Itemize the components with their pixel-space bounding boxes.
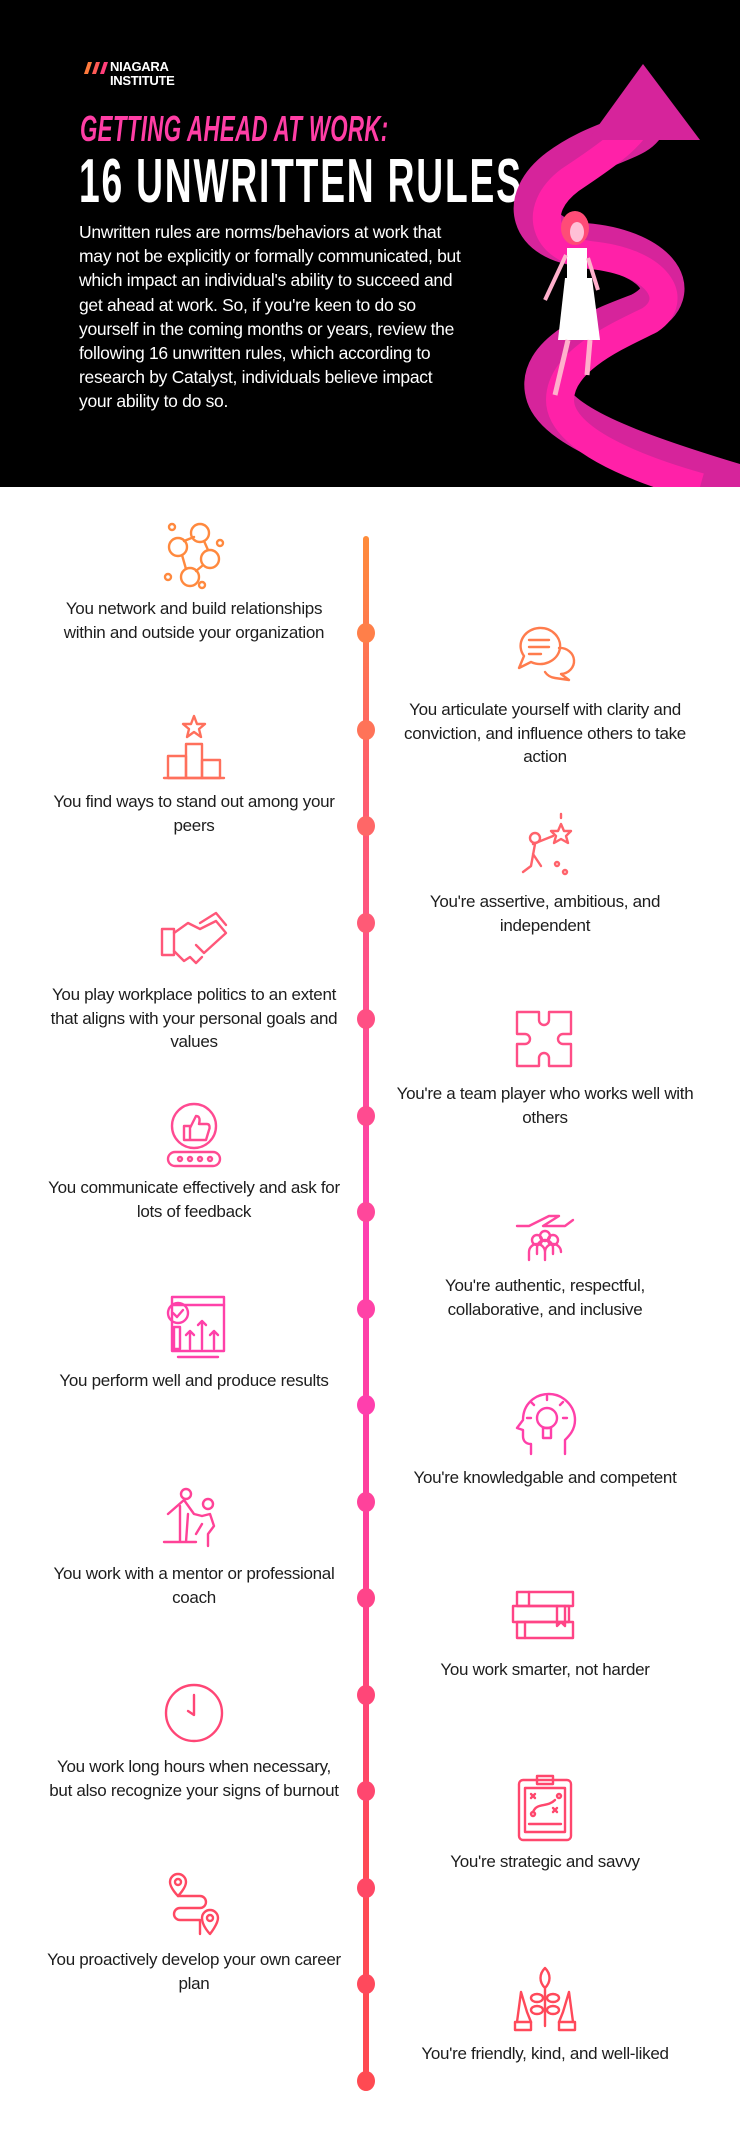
intro-paragraph: Unwritten rules are norms/behaviors at w…: [79, 222, 461, 412]
woman-climbing-figure: [543, 211, 600, 396]
head-lightbulb-icon: [515, 1392, 577, 1456]
rule-text: You're assertive, ambitious, and indepen…: [429, 892, 661, 935]
rule-text: You work with a mentor or professional c…: [53, 1564, 335, 1607]
timeline-dot: [357, 1781, 375, 1801]
rule-item: You play workplace politics to an extent…: [44, 905, 344, 1054]
rule-item: You articulate yourself with clarity and…: [395, 620, 695, 769]
timeline-dot: [357, 816, 375, 836]
rule-item: You communicate effectively and ask for …: [44, 1098, 344, 1223]
rule-text: You work long hours when necessary, but …: [49, 1757, 339, 1800]
rule-text: You're a team player who works well with…: [396, 1084, 694, 1127]
rule-item: You work with a mentor or professional c…: [44, 1484, 344, 1609]
timeline-dot: [357, 1974, 375, 1994]
rule-text: You're friendly, kind, and well-liked: [421, 2044, 669, 2063]
rule-text: You find ways to stand out among your pe…: [53, 792, 335, 835]
hand-people-icon: [515, 1214, 575, 1262]
rule-text: You proactively develop your own career …: [47, 1950, 341, 1993]
timeline-dot: [357, 623, 375, 643]
timeline-dot: [357, 2070, 375, 2091]
route-map-icon: [168, 1872, 220, 1936]
page-kicker: GETTING AHEAD AT WORK:: [80, 108, 389, 149]
hands-plant-icon: [513, 1966, 577, 2032]
hero-header: NIAGARA INSTITUTE GETTING AHEAD AT WORK:…: [0, 0, 740, 487]
rising-arrow-illustration: [513, 64, 740, 487]
timeline-dot: [357, 1009, 375, 1029]
rule-text: You articulate yourself with clarity and…: [404, 700, 686, 766]
clock-icon: [164, 1683, 224, 1743]
rule-text: You're knowledgable and competent: [413, 1468, 677, 1487]
rule-item: You find ways to stand out among your pe…: [44, 712, 344, 837]
timeline-dot: [357, 1105, 375, 1126]
timeline-dot: [357, 1395, 375, 1415]
reach-for-star-icon: [521, 812, 573, 876]
rule-text: You work smarter, not harder: [440, 1660, 650, 1679]
thumbs-up-rating-icon: [166, 1102, 222, 1168]
timeline-dot: [357, 719, 375, 740]
rule-item: You're knowledgable and competent: [395, 1388, 695, 1490]
rule-text: You're strategic and savvy: [450, 1852, 640, 1871]
timeline-dot: [357, 912, 375, 933]
rule-item: You work long hours when necessary, but …: [44, 1677, 344, 1802]
timeline-dot: [357, 1588, 375, 1608]
strategy-clipboard-icon: [517, 1774, 573, 1842]
timeline-dot: [357, 1684, 375, 1705]
logo-line-2: INSTITUTE: [110, 73, 175, 88]
handshake-icon: [160, 911, 228, 965]
rule-item: You're strategic and savvy: [395, 1772, 695, 1874]
rule-text: You perform well and produce results: [59, 1371, 329, 1390]
rule-item: You proactively develop your own career …: [44, 1870, 344, 1995]
rule-item: You perform well and produce results: [44, 1291, 344, 1393]
speech-bubbles-icon: [517, 626, 576, 682]
books-icon: [511, 1590, 575, 1640]
timeline-dot: [357, 1491, 375, 1512]
timeline-dot: [357, 1298, 375, 1319]
performance-chart-icon: [166, 1295, 226, 1359]
rule-item: You network and build relationships with…: [44, 519, 344, 644]
rule-text: You network and build relationships with…: [63, 599, 325, 642]
rule-item: You're friendly, kind, and well-liked: [395, 1964, 695, 2066]
arrow-ribbon: [532, 112, 704, 487]
puzzle-icon: [515, 1010, 573, 1068]
rule-item: You're a team player who works well with…: [395, 1004, 695, 1129]
arrow-head: [588, 64, 700, 140]
rule-text: You're authentic, respectful, collaborat…: [445, 1276, 645, 1319]
page-title: 16 UNWRITTEN RULES: [79, 147, 523, 216]
rule-item: You work smarter, not harder: [395, 1580, 695, 1682]
network-people-icon: [163, 522, 225, 590]
rule-item: You're assertive, ambitious, and indepen…: [395, 812, 695, 937]
logo-line-1: NIAGARA: [110, 59, 169, 74]
mentor-climb-icon: [162, 1487, 216, 1548]
rule-text: You play workplace politics to an extent…: [50, 985, 338, 1051]
timeline-dot: [357, 1202, 375, 1222]
rule-text: You communicate effectively and ask for …: [48, 1178, 340, 1221]
timeline-dot: [357, 1877, 375, 1898]
rule-item: You're authentic, respectful, collaborat…: [395, 1196, 695, 1321]
niagara-institute-logo[interactable]: NIAGARA INSTITUTE: [84, 59, 175, 88]
logo-stripes-icon: [84, 62, 108, 74]
podium-star-icon: [162, 714, 226, 780]
